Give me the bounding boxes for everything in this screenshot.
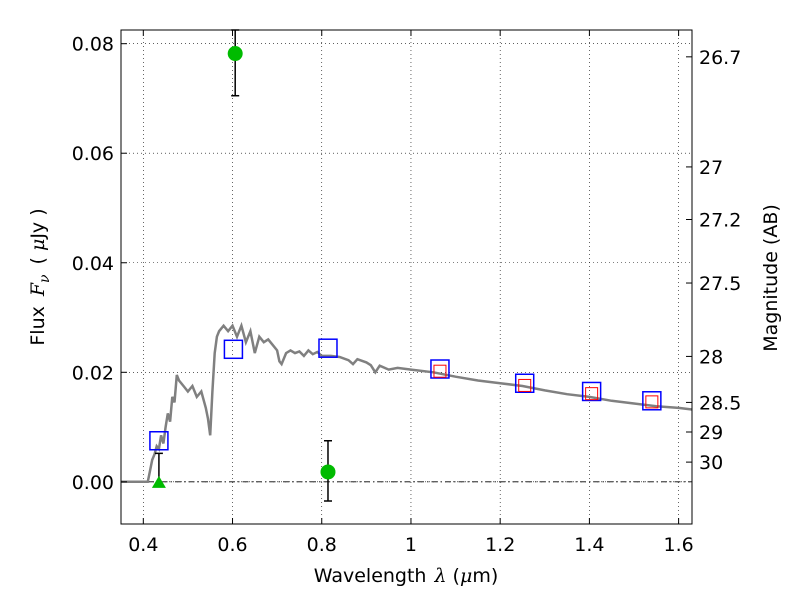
y2-tick-label: 27.5 [699, 273, 741, 295]
model-photometry-square [642, 391, 662, 411]
y-tick-label: 0.06 [72, 143, 114, 165]
observed-square [518, 378, 532, 392]
green-detection-point [320, 464, 336, 480]
model-photometry-square [514, 373, 535, 393]
x-tick-label: 0.4 [128, 534, 158, 556]
y2-tick-label: 26.7 [699, 47, 741, 69]
y-tick-label: 0.08 [72, 34, 114, 56]
x-tick-label: 1.2 [485, 534, 515, 556]
axis-ticks: 0.4 0.6 0.8 1 1.2 1.4 1.6 0.00 0.02 0.04 0.06 0.08 2… [72, 30, 741, 556]
x-tick-label: 1.6 [664, 534, 694, 556]
x-tick-label: 0.8 [307, 534, 337, 556]
x-tick-label: 0.6 [217, 534, 247, 556]
observed-square [645, 395, 659, 409]
y2-tick-label: 29 [699, 422, 723, 444]
y2-tick-label: 28 [699, 346, 723, 368]
observed-square [585, 387, 599, 401]
data-series [121, 29, 693, 502]
y2-tick-label: 27.2 [699, 209, 741, 231]
y-axis-label: FluxFν(μJy ) [27, 208, 53, 345]
observed-square [433, 364, 447, 378]
green-upper-limit-triangle [151, 475, 166, 488]
model-photometry-square [149, 431, 169, 451]
plot-background [121, 30, 692, 524]
x-axis-label: Wavelength λ (μm) [314, 565, 498, 587]
model-photometry-square [581, 381, 602, 402]
y-tick-label: 0.00 [72, 472, 114, 494]
y-tick-label: 0.02 [72, 362, 114, 384]
plot-frame [120, 29, 693, 525]
model-photometry-square [318, 338, 338, 358]
y2-axis-label: Magnitude (AB) [760, 204, 782, 352]
x-tick-label: 1 [405, 534, 417, 556]
x-tick-label: 1.4 [574, 534, 604, 556]
y2-tick-label: 28.5 [699, 392, 741, 414]
model-photometry-square [223, 339, 244, 360]
model-photometry-square [430, 359, 450, 379]
green-detection-point [227, 46, 243, 62]
y2-tick-label: 27 [699, 157, 723, 179]
y-tick-label: 0.04 [72, 253, 114, 275]
y2-tick-label: 30 [699, 452, 723, 474]
sed-model-line [121, 321, 693, 484]
